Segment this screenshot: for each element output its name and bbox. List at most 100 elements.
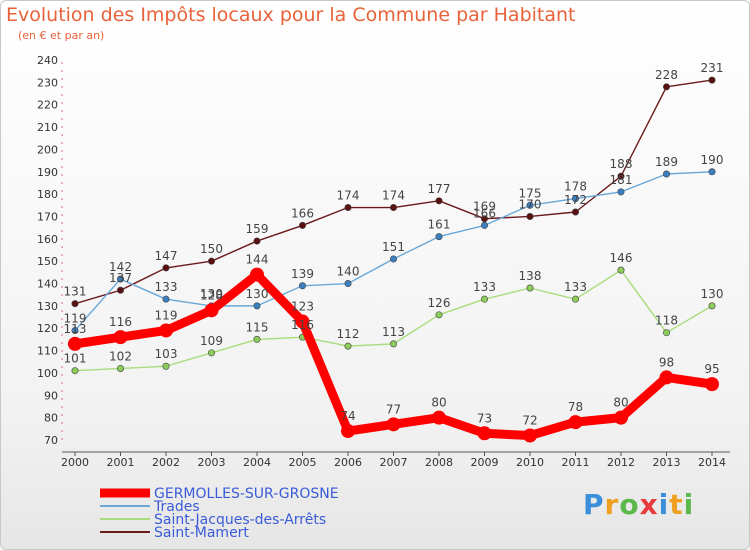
data-point: [208, 257, 216, 265]
data-label: 181: [610, 173, 633, 187]
y-tick-label: 80: [44, 412, 58, 425]
data-label: 147: [155, 249, 178, 263]
data-point: [617, 266, 625, 274]
data-point: [253, 335, 261, 343]
data-point: [341, 424, 355, 439]
data-point: [571, 295, 579, 303]
data-label: 131: [64, 285, 87, 299]
data-label: 113: [64, 322, 87, 336]
data-label: 78: [568, 400, 583, 414]
data-point: [435, 233, 443, 241]
data-label: 137: [109, 271, 132, 285]
series-layer: [68, 76, 719, 443]
data-point: [71, 300, 79, 308]
data-label: 113: [382, 325, 405, 339]
data-point: [298, 282, 306, 290]
data-label: 112: [337, 327, 360, 341]
data-point: [344, 204, 352, 212]
proxiti-logo: Proxiti: [583, 488, 695, 521]
data-point: [662, 83, 670, 91]
data-point: [708, 76, 716, 84]
data-label: 142: [109, 260, 132, 274]
legend: GERMOLLES-SUR-GROSNETradesSaint-Jacques-…: [100, 486, 339, 541]
data-label: 174: [382, 189, 405, 203]
data-label: 128: [200, 288, 223, 302]
data-label: 130: [200, 287, 223, 301]
data-point: [162, 264, 170, 272]
data-label: 118: [655, 314, 678, 328]
y-tick-label: 170: [37, 210, 58, 223]
data-point: [208, 349, 216, 357]
x-tick-label: 2001: [107, 456, 135, 469]
data-label: 133: [564, 280, 587, 294]
data-point: [571, 208, 579, 216]
data-point: [523, 428, 537, 443]
data-label: 172: [564, 193, 587, 207]
data-label: 116: [291, 318, 314, 332]
x-tick-label: 2007: [380, 456, 408, 469]
data-label: 109: [200, 334, 223, 348]
data-point: [253, 237, 261, 245]
y-tick-label: 240: [37, 54, 58, 67]
chart-subtitle: (en € et par an): [18, 29, 105, 42]
data-point: [614, 410, 628, 425]
data-point: [71, 326, 79, 334]
y-tick-label: 180: [37, 188, 58, 201]
y-tick-label: 220: [37, 99, 58, 112]
data-point: [250, 267, 264, 282]
x-tick-label: 2012: [607, 456, 635, 469]
data-point: [389, 340, 397, 348]
data-point: [298, 221, 306, 229]
data-point: [117, 364, 125, 372]
data-label: 126: [428, 296, 451, 310]
data-label: 103: [155, 347, 178, 361]
data-label: 115: [246, 320, 269, 334]
data-label: 151: [382, 240, 405, 254]
legend-label: Saint-Mamert: [154, 525, 249, 541]
data-point: [571, 195, 579, 203]
data-label: 102: [109, 349, 132, 363]
data-label: 159: [246, 222, 269, 236]
data-point: [162, 362, 170, 370]
data-point: [568, 415, 583, 430]
data-point: [526, 212, 534, 220]
x-tick-label: 2002: [152, 456, 180, 469]
data-point: [68, 336, 82, 351]
data-point: [705, 377, 719, 392]
data-label: 175: [519, 186, 542, 200]
data-point: [477, 426, 492, 441]
data-point: [295, 314, 310, 329]
data-point: [344, 342, 352, 350]
data-label: 150: [200, 242, 223, 256]
y-tick-label: 100: [37, 367, 58, 380]
y-tick-label: 120: [37, 322, 58, 335]
data-point: [435, 197, 443, 205]
data-label: 228: [655, 68, 678, 82]
legend-label: Saint-Jacques-des-Arrêts: [154, 512, 326, 528]
y-tick-label: 190: [37, 166, 58, 179]
data-label: 178: [564, 180, 587, 194]
data-label: 98: [659, 355, 674, 369]
data-label: 140: [337, 265, 360, 279]
data-label: 130: [246, 287, 269, 301]
y-tick-label: 200: [37, 143, 58, 156]
data-point: [432, 410, 446, 425]
data-label: 80: [613, 396, 628, 410]
data-point: [480, 295, 488, 303]
data-point: [71, 367, 79, 375]
y-tick-label: 90: [44, 389, 58, 402]
data-label: 80: [431, 396, 446, 410]
data-label: 133: [155, 280, 178, 294]
data-point: [386, 417, 401, 432]
axes: 7080901001101201301401501601701801902002…: [37, 54, 730, 469]
data-label: 188: [610, 157, 633, 171]
data-point: [617, 172, 625, 180]
data-point: [253, 302, 261, 310]
data-label: 177: [428, 182, 451, 196]
data-label: 166: [291, 206, 314, 220]
x-tick-label: 2013: [653, 456, 681, 469]
y-tick-label: 110: [37, 345, 58, 358]
data-label: 130: [701, 287, 724, 301]
x-tick-label: 2009: [471, 456, 499, 469]
